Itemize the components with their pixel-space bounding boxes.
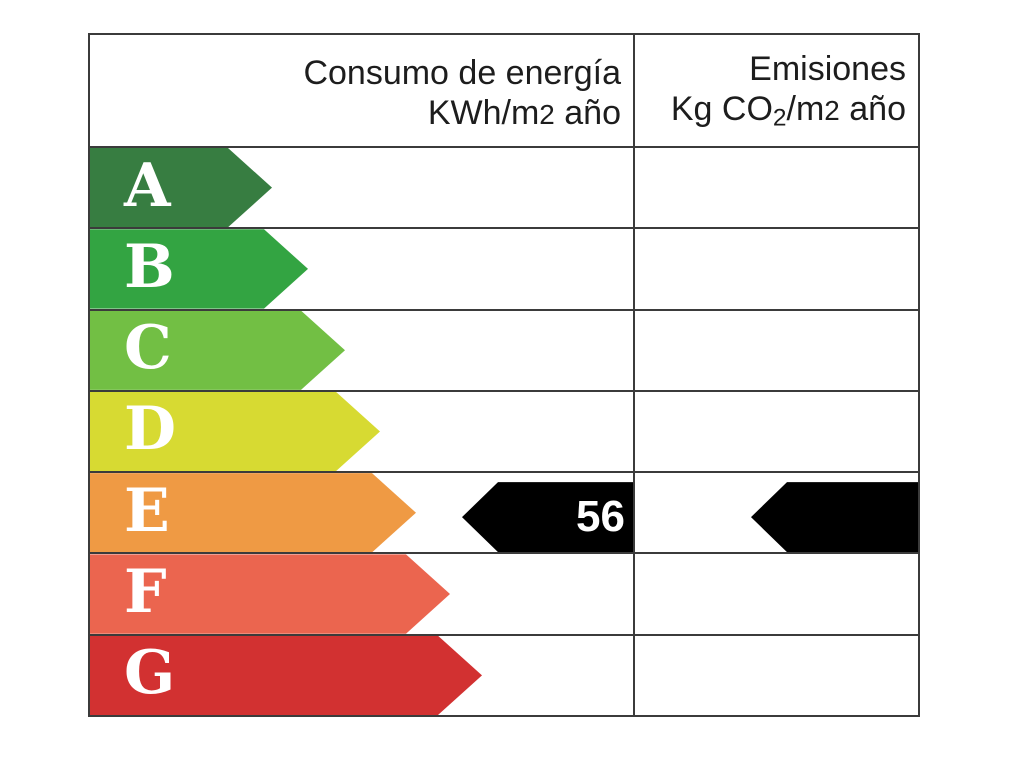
rating-arrow-c: C (90, 311, 345, 390)
rating-row-b: B (90, 227, 918, 309)
consumption-units: KWh/m2 año (427, 93, 621, 132)
rating-arrow-d: D (90, 392, 380, 471)
rating-row-a: A (90, 146, 918, 228)
consumption-cell-a: A (90, 148, 635, 228)
rating-row-e: E 56 (90, 471, 918, 553)
emissions-title: Emisiones (749, 49, 906, 88)
header-emissions: Emisiones Kg CO2/m2 año (635, 35, 918, 146)
emissions-units: Kg CO2/m2 año (670, 89, 906, 132)
rating-arrow-e: E (90, 473, 416, 552)
emissions-cell-d (635, 392, 918, 471)
rating-letter-c: C (124, 313, 172, 384)
rating-letter-e: E (124, 475, 170, 546)
consumption-value: 56 (576, 492, 625, 542)
rating-row-c: C (90, 308, 918, 390)
consumption-cell-d: D (90, 391, 635, 472)
rating-arrow-b: B (90, 229, 308, 308)
consumption-cell-e: E 56 (90, 473, 635, 553)
emissions-cell-f (635, 554, 918, 633)
header-consumption: Consumo de energía KWh/m2 año (90, 35, 635, 146)
energy-rating-table: Consumo de energía KWh/m2 año Emisiones … (88, 33, 920, 717)
emissions-cell-g (635, 636, 918, 715)
rating-row-g: G (90, 633, 918, 715)
rating-letter-b: B (124, 231, 175, 302)
consumption-cell-f: F (90, 554, 635, 634)
emissions-cell-c (635, 311, 918, 390)
emissions-cell-a (635, 148, 918, 227)
table-header: Consumo de energía KWh/m2 año Emisiones … (90, 35, 918, 146)
emissions-cell-e (635, 473, 918, 553)
emissions-indicator-arrow (751, 482, 918, 553)
consumption-indicator-arrow: 56 (462, 482, 633, 553)
consumption-cell-c: C (90, 310, 635, 390)
rating-letter-g: G (124, 638, 176, 709)
consumption-title: Consumo de energía (303, 53, 621, 92)
rating-letter-f: F (124, 557, 167, 628)
consumption-cell-b: B (90, 229, 635, 309)
rating-row-f: F (90, 552, 918, 634)
consumption-cell-g: G (90, 635, 635, 715)
rating-arrow-f: F (90, 554, 450, 633)
rating-row-d: D (90, 389, 918, 472)
rating-arrow-g: G (90, 636, 482, 715)
rating-arrow-a: A (90, 148, 272, 227)
rating-letter-d: D (124, 394, 177, 465)
rating-letter-a: A (124, 150, 171, 221)
emissions-cell-b (635, 229, 918, 308)
